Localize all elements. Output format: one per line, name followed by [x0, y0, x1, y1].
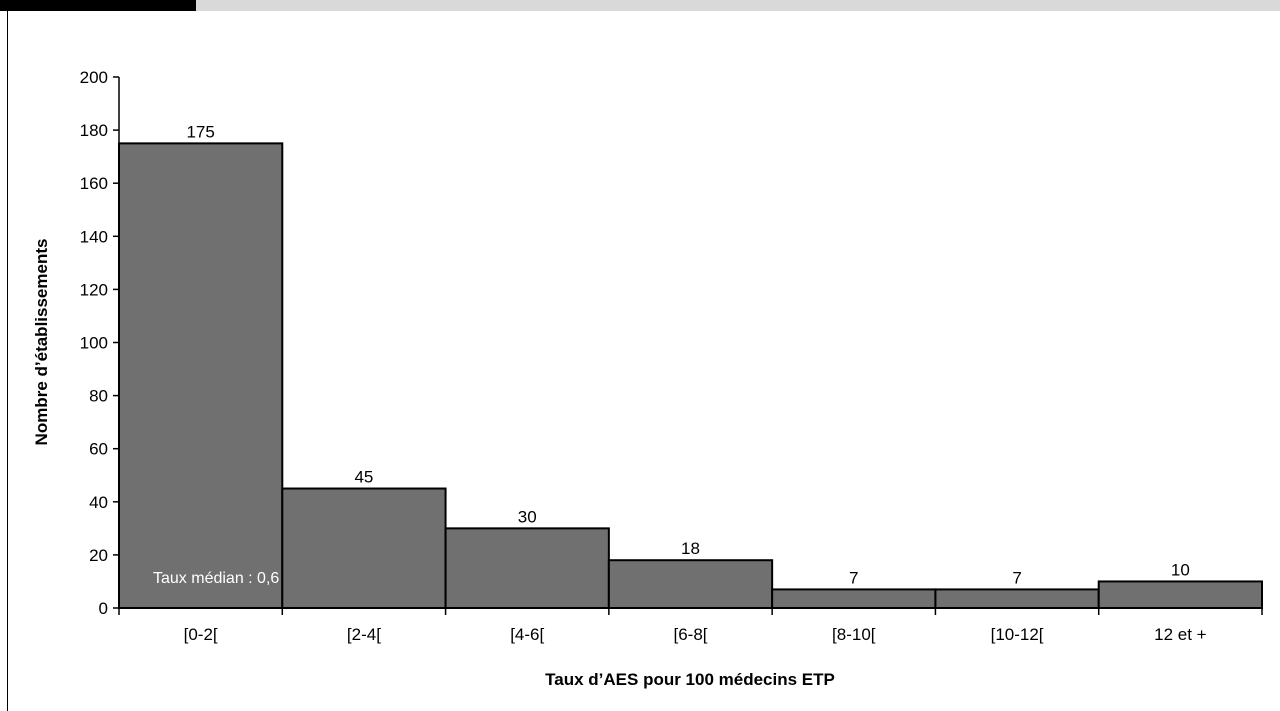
y-tick-label-4: 80 — [89, 387, 108, 406]
labels-group: 175 [0-2[ 45 [2-4[ 30 [4-6[ 18 [6-8[ 7 [8-10[ 7 [10… — [80, 68, 1207, 644]
y-tick-label-10: 200 — [80, 68, 108, 87]
header-bar-dark — [0, 0, 196, 11]
data-label-0: 175 — [186, 122, 214, 141]
x-tick-label-2: [4-6[ — [510, 625, 544, 644]
bar-5 — [934, 588, 1100, 609]
bar-2 — [444, 527, 610, 609]
data-label-4: 7 — [849, 568, 858, 587]
y-tick-label-5: 100 — [80, 334, 108, 353]
median-annotation: Taux médian : 0,6 — [153, 570, 279, 587]
bar-1 — [281, 487, 447, 609]
y-tick-label-8: 160 — [80, 174, 108, 193]
bar-0 — [118, 142, 284, 609]
y-tick-label-2: 40 — [89, 493, 108, 512]
data-label-6: 10 — [1171, 560, 1190, 579]
x-tick-label-0: [0-2[ — [184, 625, 218, 644]
x-tick-label-3: [6-8[ — [673, 625, 707, 644]
data-label-1: 45 — [354, 468, 373, 487]
x-tick-label-4: [8-10[ — [832, 625, 876, 644]
x-axis-title: Taux d’AES pour 100 médecins ETP — [545, 670, 835, 689]
y-tick-label-0: 0 — [99, 599, 108, 618]
y-tick-label-1: 20 — [89, 546, 108, 565]
bar-3 — [607, 559, 774, 610]
y-tick-label-9: 180 — [80, 121, 108, 140]
y-axis-title: Nombre d’établissements — [32, 239, 51, 446]
y-tick-label-7: 140 — [80, 227, 108, 246]
data-label-5: 7 — [1012, 568, 1021, 587]
bar-4 — [771, 588, 937, 609]
x-tick-label-6: 12 et + — [1154, 625, 1207, 644]
data-label-3: 18 — [681, 539, 700, 558]
y-tick-label-3: 60 — [89, 440, 108, 459]
x-tick-label-1: [2-4[ — [347, 625, 381, 644]
bar-6 — [1097, 580, 1263, 610]
axes-group — [113, 76, 1263, 615]
y-tick-label-6: 120 — [80, 280, 108, 299]
x-tick-label-5: [10-12[ — [991, 625, 1044, 644]
header-bar-light — [196, 0, 1280, 11]
data-label-2: 30 — [518, 507, 537, 526]
left-border — [7, 11, 8, 711]
